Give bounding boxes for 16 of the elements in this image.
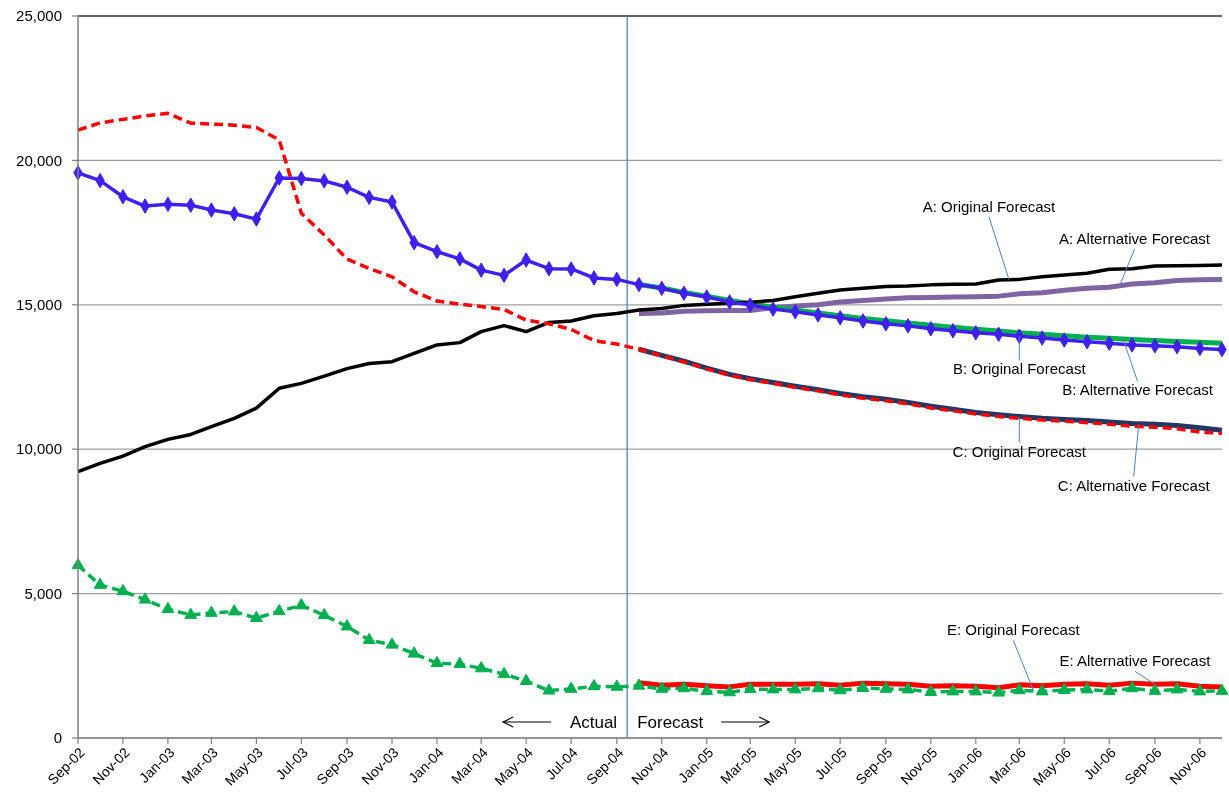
- annotation: C: Original Forecast: [952, 442, 1087, 460]
- annotation: B: Alternative Forecast: [1062, 381, 1214, 399]
- y-tick-label: 20,000: [16, 151, 62, 169]
- y-tick-label: 15,000: [16, 296, 62, 314]
- annotation: E: Original Forecast: [947, 621, 1081, 639]
- annotation: A: Original Forecast: [922, 197, 1057, 215]
- y-tick-label: 5,000: [24, 584, 62, 602]
- annotation: Actual: [569, 713, 618, 732]
- y-tick-label: 10,000: [16, 440, 62, 458]
- y-tick-label: 0: [53, 729, 62, 747]
- annotation: B: Original Forecast: [953, 360, 1087, 378]
- annotation: C: Alternative Forecast: [1057, 476, 1211, 494]
- annotation: E: Alternative Forecast: [1059, 652, 1212, 670]
- annotation: Forecast: [637, 713, 704, 732]
- y-tick-label: 25,000: [16, 7, 62, 25]
- annotation: A: Alternative Forecast: [1059, 230, 1211, 248]
